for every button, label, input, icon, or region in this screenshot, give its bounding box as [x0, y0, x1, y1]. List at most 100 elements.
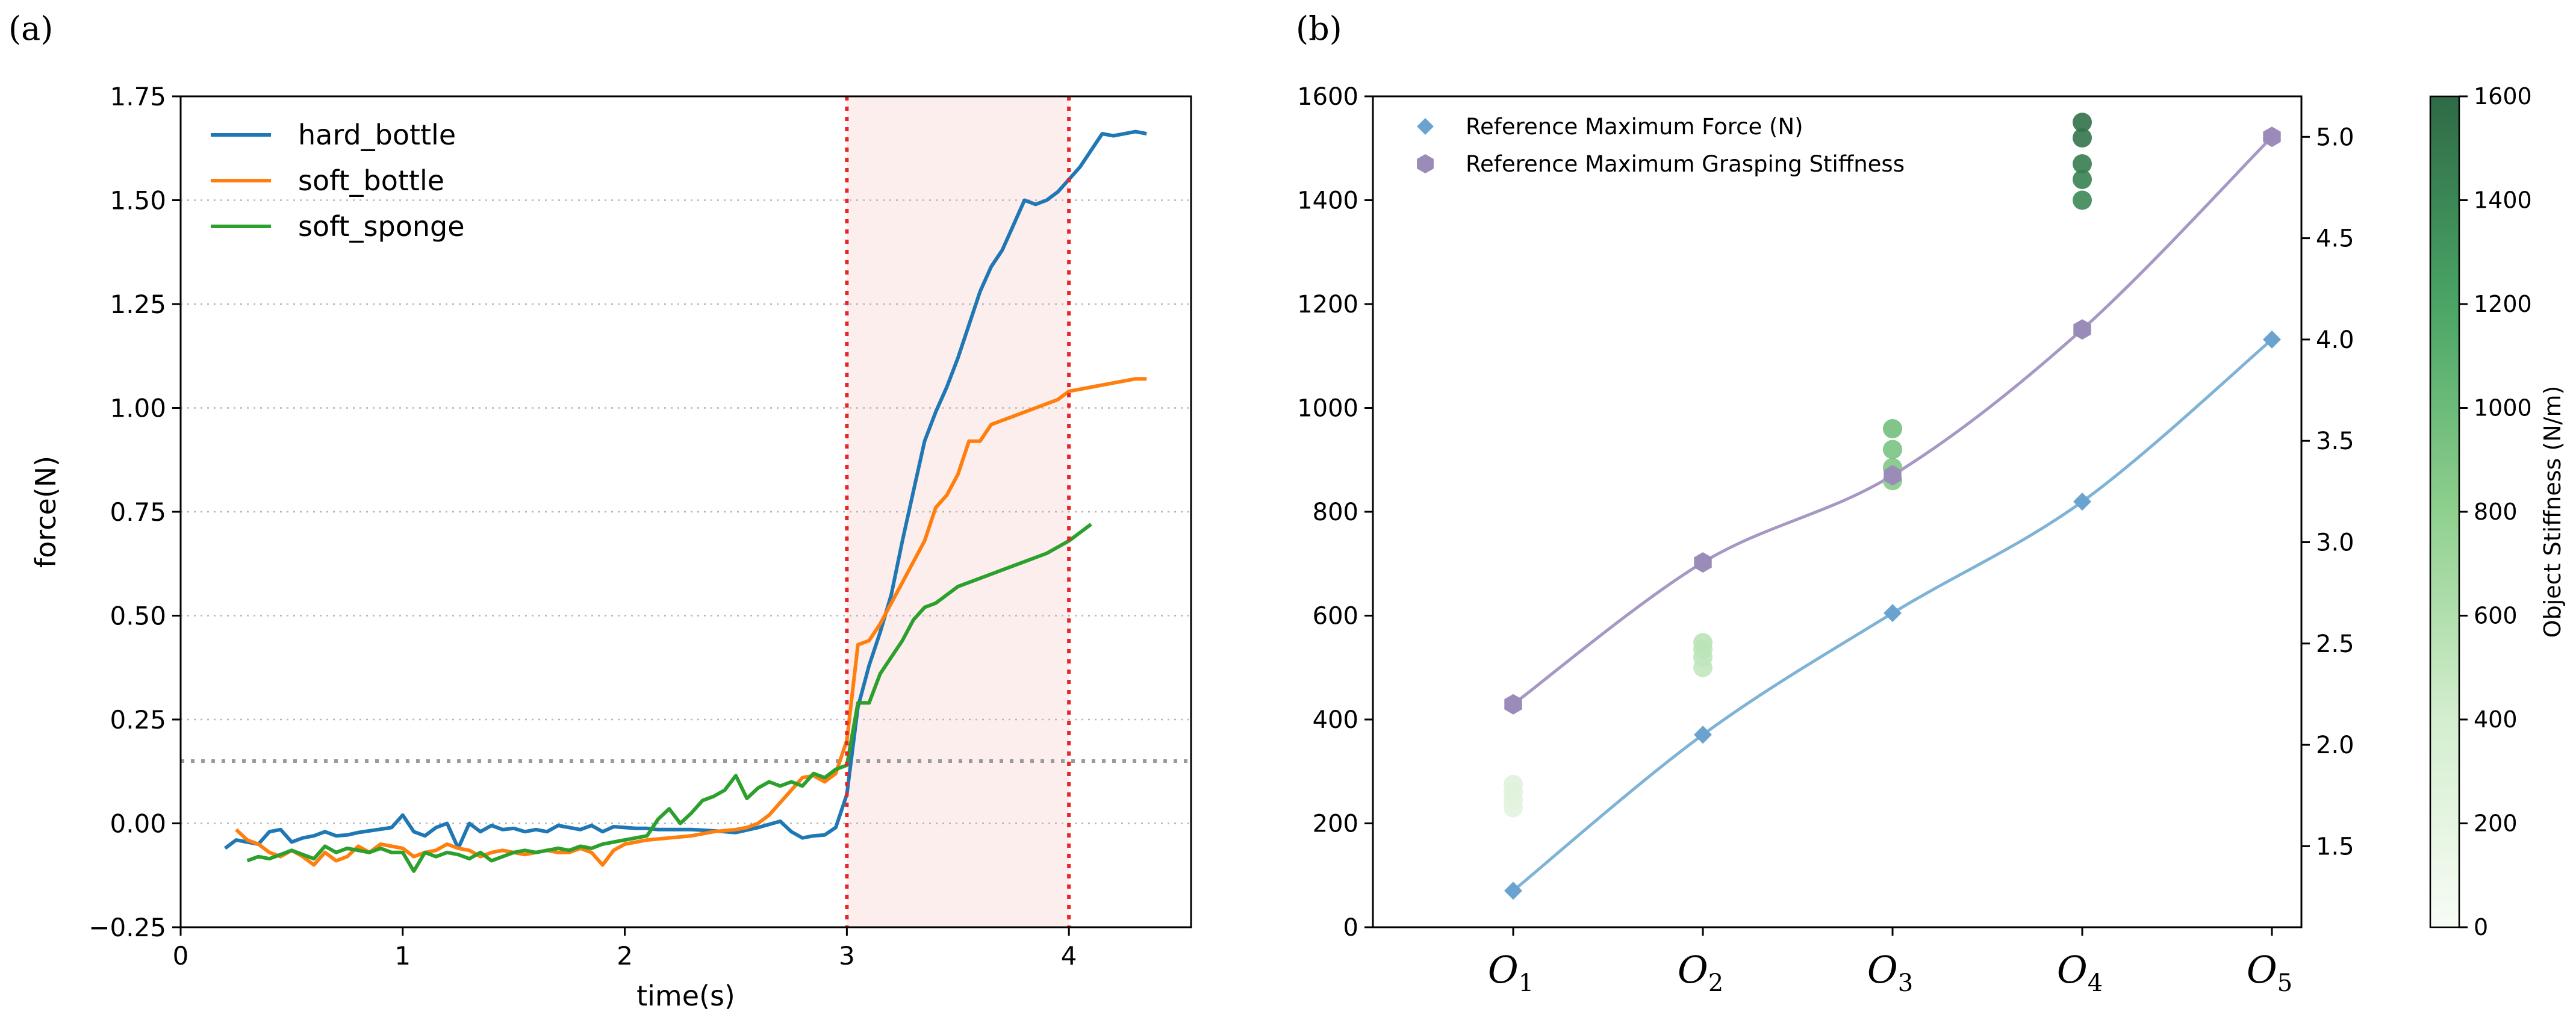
right-tick-label: 3.5 [2316, 427, 2354, 455]
reference-markers [1504, 126, 2281, 900]
diamond-marker [2073, 493, 2091, 511]
y-tick-label: 0.25 [110, 705, 166, 735]
diamond-marker [2263, 330, 2281, 349]
colorbar-tick-label: 200 [2474, 810, 2518, 837]
legend-b: Reference Maximum Force (N) Reference Max… [1417, 114, 1905, 177]
colorbar-tick-label: 1200 [2474, 291, 2532, 317]
stiffness-point [1883, 440, 1902, 459]
diamond-marker [1884, 604, 1902, 623]
x-tick-label: 1 [394, 941, 411, 971]
colorbar-tick-label: 1600 [2474, 83, 2532, 110]
series-line-hard_bottle [223, 129, 1147, 850]
legend-marker-diamond [1417, 118, 1434, 135]
colorbar-tick-label: 600 [2474, 603, 2518, 629]
category-label-subscript: 1 [1519, 969, 1534, 997]
stiffness-points [1504, 113, 2092, 818]
colorbar-tick-label: 1400 [2474, 187, 2532, 214]
colorbar-ticks: 0 200 400 600 800 1000 1200 1400 1600 [2459, 83, 2532, 940]
y-axis-ticks: −0.25 0.00 0.25 0.50 0.75 1.00 1.25 1.50 1.75 [89, 82, 181, 942]
colorbar [2429, 95, 2460, 928]
hexagon-marker [2073, 319, 2091, 340]
stiffness-point [2073, 170, 2092, 189]
horizontal-gridlines [181, 199, 1191, 824]
diamond-marker [1694, 726, 1712, 744]
stiffness-point [2073, 128, 2092, 148]
right-y-axis-ticks: 1.5 2.0 2.5 3.0 3.5 4.0 4.5 5.0 [2301, 123, 2354, 860]
hexagon-marker [2263, 126, 2281, 148]
left-tick-label: 1600 [1297, 83, 1358, 111]
y-tick-label: 0.50 [110, 601, 166, 631]
category-label: O1 [1488, 948, 1534, 997]
right-tick-label: 4.0 [2316, 326, 2354, 354]
legend-label-hard_bottle: hard_bottle [298, 119, 456, 151]
category-label: O3 [1867, 948, 1913, 997]
y-tick-label: 0.00 [110, 809, 166, 839]
force-time-chart: 0 1 2 3 4 −0.25 0.00 0.25 0.50 0.75 1.00 1.25 1.50 1… [30, 82, 1192, 1012]
category-label-subscript: 5 [2277, 969, 2292, 997]
right-tick-label: 2.0 [2316, 732, 2354, 759]
hexagon-marker [1884, 465, 1902, 486]
y-tick-label: 1.25 [110, 290, 166, 319]
category-label: O2 [1678, 948, 1723, 997]
legend-label-soft_sponge: soft_sponge [298, 210, 465, 243]
x-axis-ticks: 0 1 2 3 4 [173, 927, 1077, 971]
left-tick-label: 400 [1313, 706, 1358, 734]
left-tick-label: 1400 [1297, 187, 1358, 215]
colorbar-tick-label: 400 [2474, 706, 2518, 733]
left-tick-label: 1000 [1297, 395, 1358, 423]
stiffness-point [1693, 633, 1713, 653]
stiffness-point [2073, 190, 2092, 210]
series-line-soft_sponge [246, 523, 1092, 873]
right-tick-label: 3.0 [2316, 529, 2354, 556]
left-y-axis-ticks: 0 200 400 600 800 1000 1200 1400 1600 [1297, 83, 1373, 942]
fit-curves [1512, 135, 2273, 892]
panel-a-label: (a) [8, 10, 53, 48]
x-tick-label: 4 [1061, 941, 1077, 971]
y-tick-label: 0.75 [110, 497, 166, 527]
colorbar-tick-label: 0 [2474, 914, 2488, 940]
legend-label-hexagon: Reference Maximum Grasping Stiffness [1466, 151, 1905, 177]
right-tick-label: 5.0 [2316, 123, 2354, 151]
legend-a: hard_bottle soft_bottle soft_sponge [211, 119, 465, 243]
category-label-subscript: 4 [2088, 969, 2103, 997]
stiffness-point [2073, 113, 2092, 132]
right-tick-label: 1.5 [2316, 833, 2354, 860]
panel-b-label: (b) [1296, 10, 1342, 48]
category-label: O4 [2057, 948, 2103, 997]
x-tick-label: 0 [173, 941, 189, 971]
left-tick-label: 800 [1313, 499, 1358, 526]
diamond-marker [1504, 881, 1522, 900]
category-label-subscript: 2 [1708, 969, 1723, 997]
hexagon-marker [1504, 694, 1522, 715]
left-tick-label: 0 [1343, 914, 1358, 942]
hexagon-marker [1694, 552, 1712, 573]
category-axis-ticks: O1 O2 O3 O4 O5 [1488, 927, 2292, 997]
category-label-subscript: 3 [1898, 969, 1913, 997]
stiffness-point [2073, 154, 2092, 174]
x-tick-label: 2 [617, 941, 633, 971]
y-tick-label: 1.50 [110, 186, 166, 216]
legend-label-diamond: Reference Maximum Force (N) [1466, 114, 1803, 140]
right-tick-label: 2.5 [2316, 630, 2354, 658]
category-label: O5 [2247, 948, 2292, 997]
right-tick-label: 4.5 [2316, 225, 2354, 253]
left-tick-label: 1200 [1297, 291, 1358, 319]
colorbar-label: Object Stiffness (N/m) [2539, 386, 2566, 638]
y-tick-label: 1.75 [110, 82, 166, 111]
y-axis-label: force(N) [30, 456, 62, 568]
legend-marker-hexagon [1417, 154, 1434, 173]
stiffness-point [1883, 419, 1902, 438]
y-tick-label: 1.00 [110, 394, 166, 423]
x-tick-label: 3 [839, 941, 855, 971]
left-tick-label: 200 [1313, 810, 1358, 838]
colorbar-tick-label: 800 [2474, 499, 2518, 525]
stiffness-point [1504, 774, 1523, 794]
legend-label-soft_bottle: soft_bottle [298, 164, 444, 197]
x-axis-label: time(s) [636, 980, 735, 1012]
left-tick-label: 600 [1313, 603, 1358, 630]
colorbar-tick-label: 1000 [2474, 395, 2532, 421]
y-tick-label: −0.25 [89, 913, 166, 942]
force-series-lines [223, 129, 1147, 873]
